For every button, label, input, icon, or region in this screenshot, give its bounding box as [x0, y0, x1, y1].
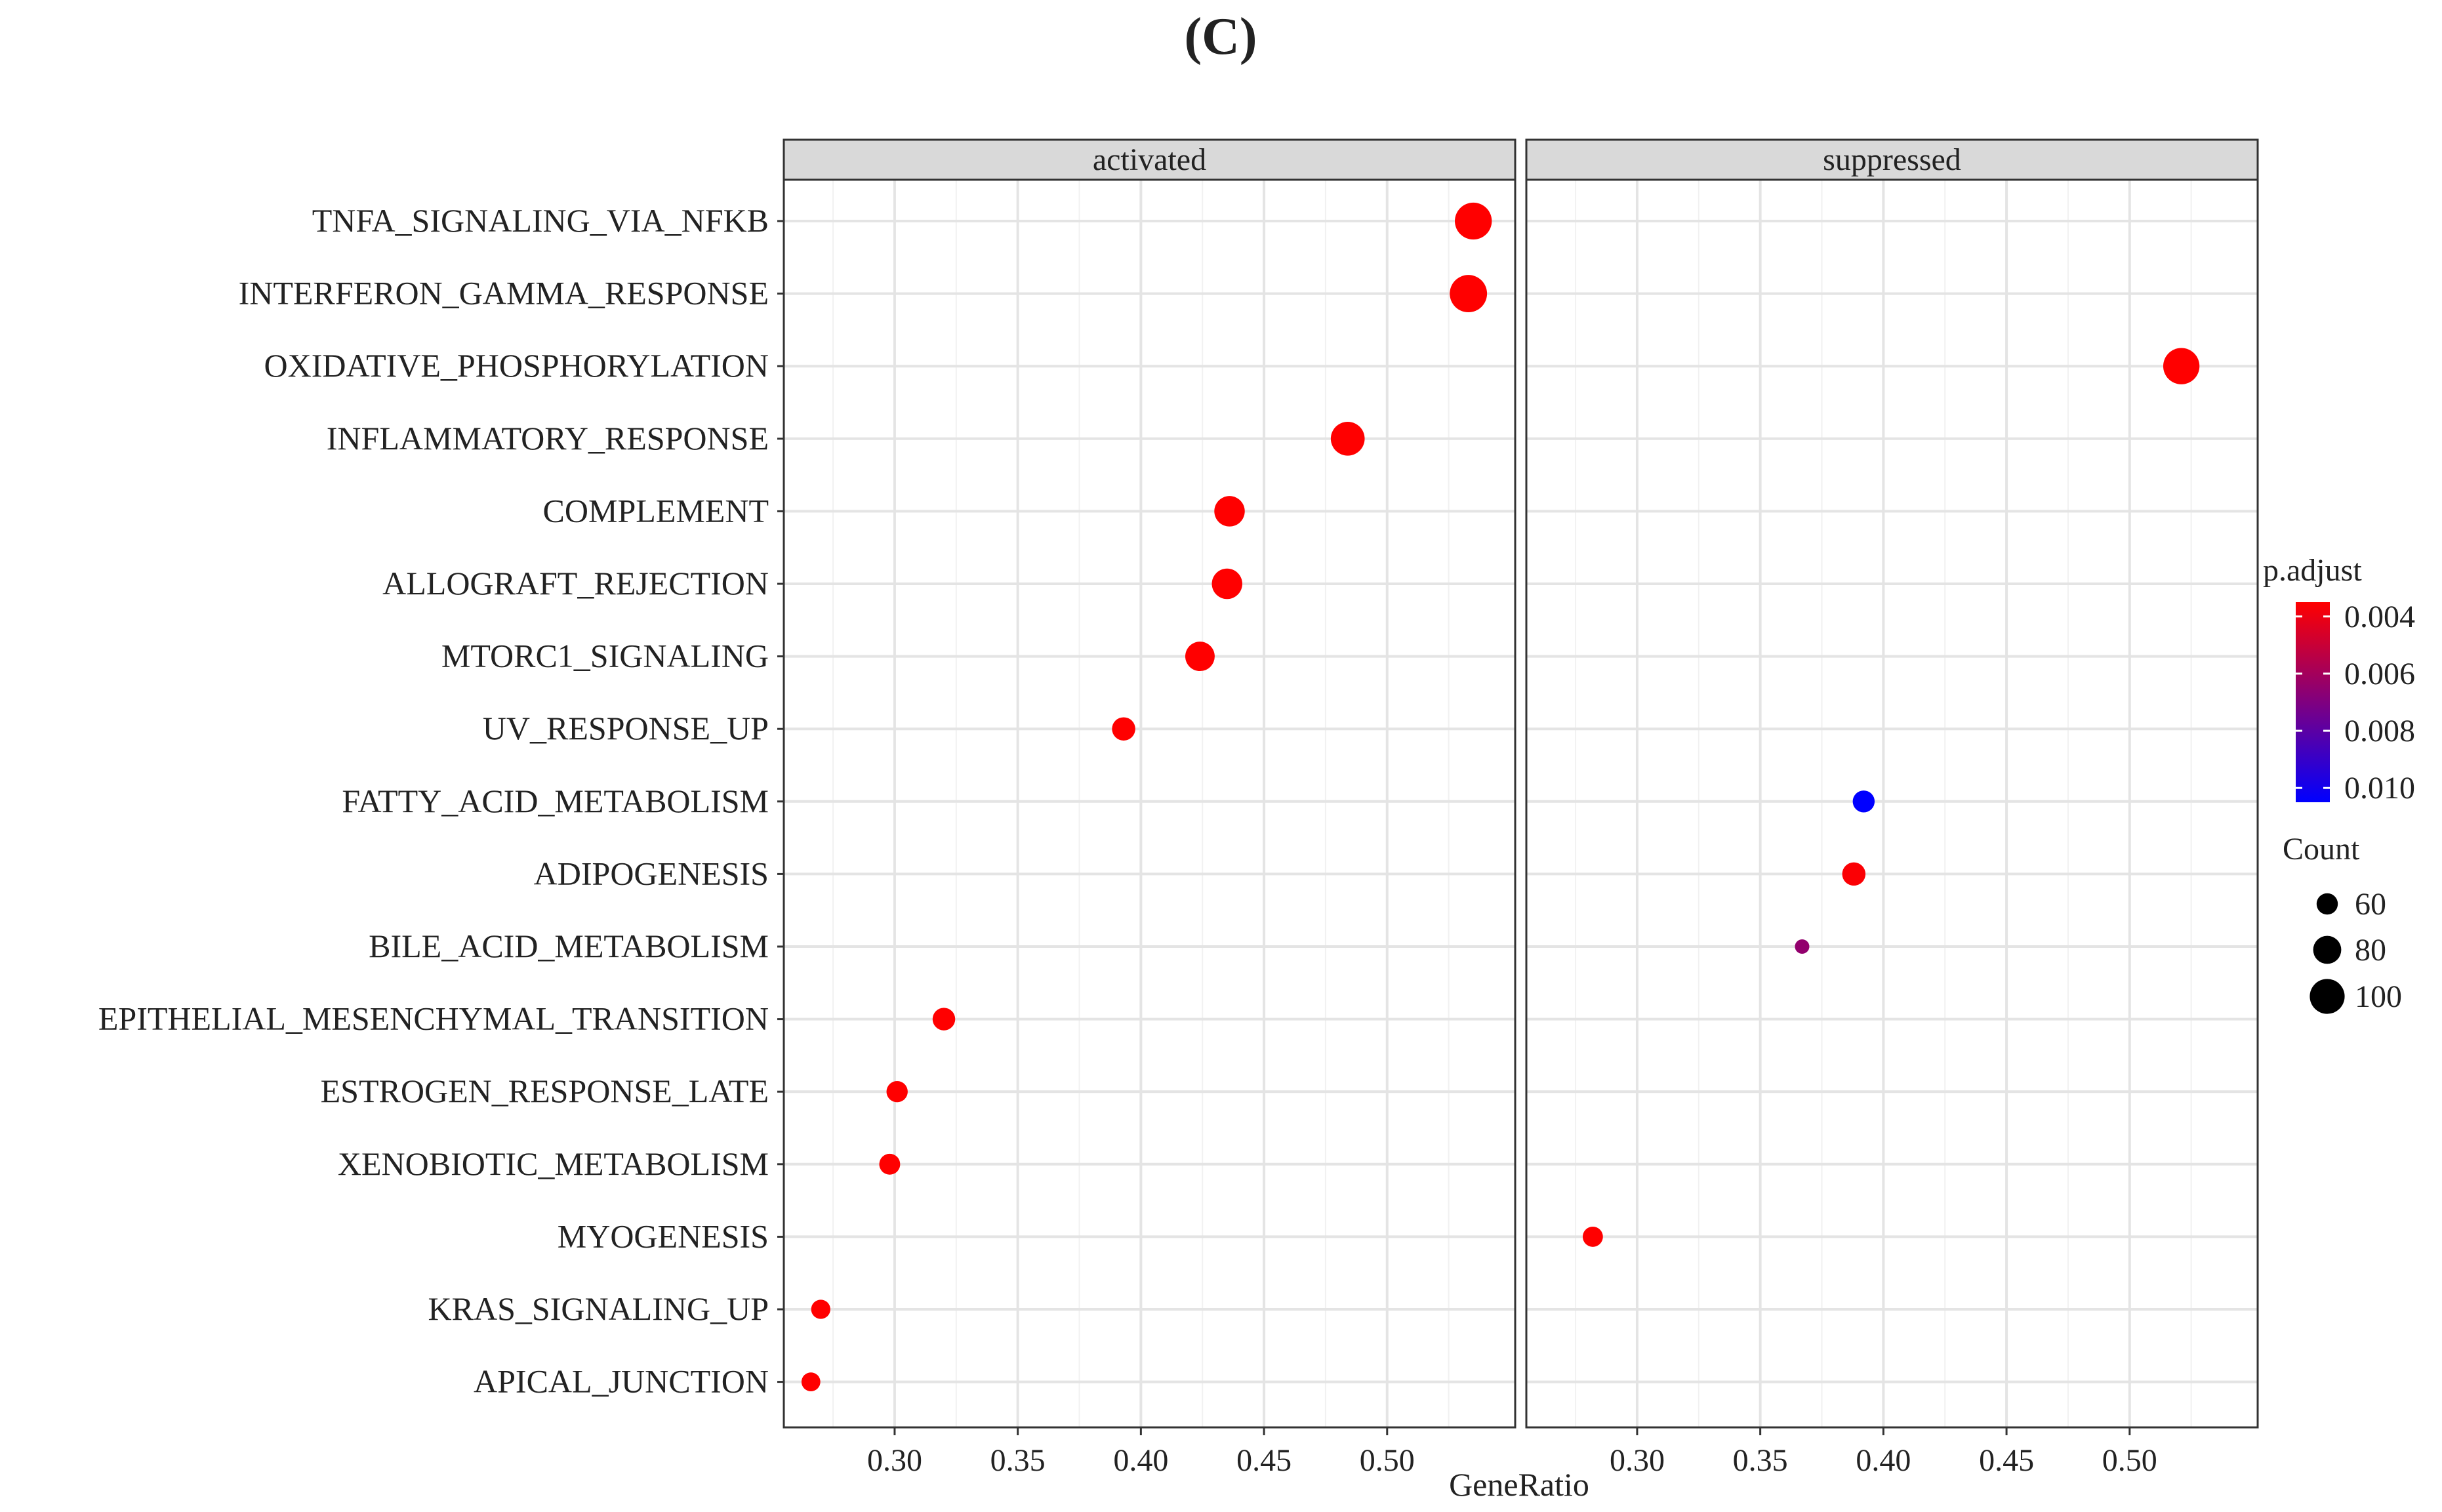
- category-label: MYOGENESIS: [558, 1217, 769, 1254]
- category-label: KRAS_SIGNALING_UP: [428, 1290, 769, 1327]
- x-tick-label: 0.45: [1236, 1443, 1292, 1478]
- category-label: APICAL_JUNCTION: [474, 1363, 769, 1400]
- data-point: [1852, 790, 1875, 813]
- plot-background: [784, 180, 1515, 1427]
- category-label: ESTROGEN_RESPONSE_LATE: [321, 1073, 769, 1109]
- x-tick-label: 0.40: [1856, 1443, 1911, 1478]
- x-tick-label: 0.45: [1979, 1443, 2034, 1478]
- x-axis: 0.30 0.35 0.40 0.45 0.50 0.30 0.35 0.40 0.45 0.50: [867, 1427, 2157, 1478]
- x-tick-label: 0.35: [990, 1443, 1046, 1478]
- panel-border: [783, 178, 1516, 1429]
- x-tick-label: 0.40: [1113, 1443, 1168, 1478]
- category-label: EPITHELIAL_MESENCHYMAL_TRANSITION: [98, 1000, 769, 1037]
- data-point: [801, 1372, 821, 1391]
- category-label: INTERFERON_GAMMA_RESPONSE: [239, 275, 769, 312]
- color-legend-label: 0.006: [2344, 657, 2415, 691]
- category-label: BILE_ACID_METABOLISM: [369, 928, 769, 964]
- data-point: [1214, 496, 1245, 527]
- x-tick-label: 0.50: [2102, 1443, 2157, 1478]
- color-legend-label: 0.004: [2344, 600, 2415, 634]
- data-point: [1795, 939, 1810, 954]
- category-labels: TNFA_SIGNALING_VIA_NFKB INTERFERON_GAMMA_…: [98, 202, 784, 1400]
- size-legend-label: 100: [2355, 979, 2402, 1014]
- size-legend-point: [2316, 893, 2338, 915]
- category-label: ADIPOGENESIS: [534, 855, 769, 891]
- category-label: COMPLEMENT: [543, 492, 769, 529]
- color-legend: p.adjust 0.004 0.006 0.008 0.010: [2263, 553, 2415, 806]
- color-legend-title: p.adjust: [2263, 553, 2362, 588]
- data-point: [1185, 642, 1215, 672]
- facet-strip-label: suppressed: [1823, 142, 1961, 177]
- data-point: [879, 1153, 901, 1175]
- x-axis-title: GeneRatio: [1449, 1466, 1589, 1503]
- category-label: XENOBIOTIC_METABOLISM: [338, 1145, 769, 1182]
- facet-panel-suppressed: suppressed: [1525, 138, 2259, 1429]
- data-point: [932, 1008, 956, 1031]
- color-legend-label: 0.010: [2344, 771, 2415, 806]
- x-tick-label: 0.30: [1610, 1443, 1665, 1478]
- plot-background: [1526, 180, 2258, 1427]
- data-point: [1582, 1226, 1603, 1247]
- data-point: [1455, 202, 1492, 240]
- category-label: MTORC1_SIGNALING: [441, 638, 769, 674]
- category-label: ALLOGRAFT_REJECTION: [382, 565, 769, 602]
- size-legend: Count 60 80 100: [2283, 832, 2402, 1014]
- data-point: [1112, 717, 1135, 741]
- category-label: UV_RESPONSE_UP: [483, 710, 769, 746]
- category-label: INFLAMMATORY_RESPONSE: [327, 420, 769, 457]
- facet-panels: activated suppressed: [783, 138, 2259, 1429]
- panel-border: [1525, 178, 2259, 1429]
- data-point: [886, 1081, 908, 1103]
- data-point: [1450, 275, 1488, 313]
- x-tick-label: 0.35: [1733, 1443, 1788, 1478]
- x-tick-label: 0.50: [1360, 1443, 1415, 1478]
- size-legend-point: [2310, 979, 2345, 1014]
- size-legend-point: [2313, 935, 2342, 964]
- facet-strip: [783, 138, 1516, 181]
- data-point: [1330, 421, 1365, 456]
- color-legend-label: 0.008: [2344, 714, 2415, 748]
- color-legend-bar: [2296, 602, 2330, 802]
- data-point: [1211, 568, 1242, 600]
- category-label: TNFA_SIGNALING_VIA_NFKB: [312, 202, 769, 239]
- data-point: [2163, 348, 2200, 384]
- facet-panel-activated: activated: [783, 138, 1516, 1429]
- panel-label: (C): [1184, 8, 1257, 66]
- category-label: OXIDATIVE_PHOSPHORYLATION: [264, 347, 769, 384]
- data-point: [811, 1299, 830, 1319]
- size-legend-title: Count: [2283, 832, 2360, 867]
- x-tick-label: 0.30: [867, 1443, 922, 1478]
- data-point: [1842, 862, 1866, 886]
- category-label: FATTY_ACID_METABOLISM: [342, 783, 769, 819]
- facet-strip-label: activated: [1093, 142, 1206, 177]
- size-legend-label: 60: [2355, 887, 2386, 922]
- size-legend-label: 80: [2355, 933, 2386, 968]
